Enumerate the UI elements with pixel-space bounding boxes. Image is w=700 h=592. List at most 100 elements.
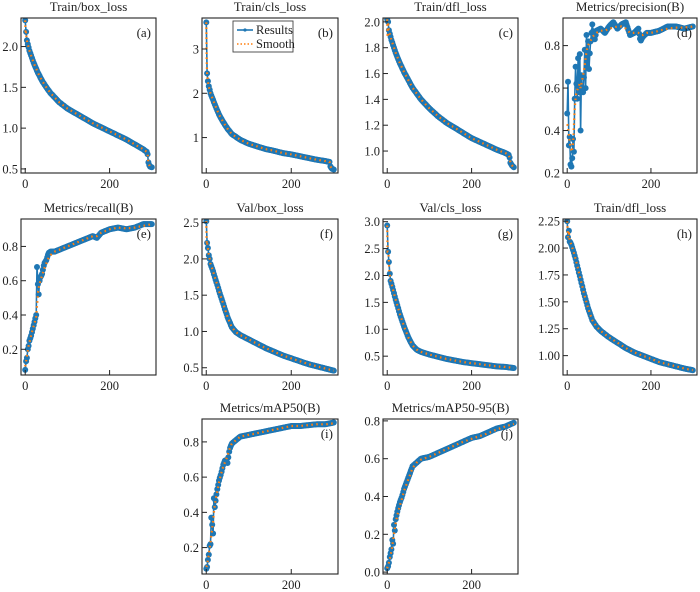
results-point [386,270,393,277]
results-point [204,78,211,85]
results-point [506,154,513,161]
plot-area [203,219,337,374]
panel-label: (b) [318,25,333,40]
results-point [586,66,592,72]
plot-area [564,219,696,374]
results-point [564,110,571,117]
smooth-line [24,223,153,367]
panel-title: Train/box_loss [50,0,128,14]
y-tick-label: 2.5 [183,216,199,230]
y-tick-label: 0.6 [2,274,18,288]
results-point [209,521,216,528]
results-line [566,20,693,167]
y-tick-label: 3.0 [364,215,380,229]
axes-frame [201,218,339,376]
results-point [385,259,392,265]
results-point [207,541,214,548]
x-tick-label: 200 [282,177,301,191]
results-point [582,85,589,92]
results-point [204,556,211,563]
x-tick-label: 200 [100,379,119,393]
y-tick-label: 3 [193,43,199,57]
results-point [34,264,40,270]
smooth-line [205,422,334,568]
results-point [204,239,211,246]
results-point [576,51,583,58]
y-tick-label: 0.5 [2,162,18,176]
results-point [224,460,231,466]
y-tick-label: 1.4 [364,93,380,107]
y-tick-label: 0.0 [364,566,380,580]
panel-label: (e) [137,226,151,241]
results-point [689,23,696,30]
legend-results-label: Results [256,23,293,37]
x-tick-label: 0 [22,379,28,393]
y-tick-label: 0.4 [544,124,560,138]
y-tick-label: 1.8 [364,41,380,55]
x-tick-label: 200 [462,177,481,191]
y-tick-label: 2.00 [538,242,560,256]
axes-frame [20,17,157,174]
y-tick-label: 1.0 [183,325,199,339]
y-tick-label: 2 [193,87,199,101]
results-line [386,19,515,168]
results-point [35,291,42,298]
plot-area [22,221,155,373]
y-tick-label: 0.8 [544,39,560,53]
results-point [205,551,212,558]
results-point [510,419,517,426]
x-tick-label: 0 [22,177,28,191]
y-tick-label: 1.5 [364,296,380,310]
results-point [589,21,596,28]
plot-area [564,19,696,170]
axes-frame [562,17,698,174]
axes-frame [382,17,519,174]
y-tick-label: 0.4 [183,506,199,520]
results-point [23,354,30,361]
panel-label: (h) [677,226,692,241]
smooth-line [386,19,515,168]
y-tick-label: 1.6 [364,67,380,81]
y-tick-label: 2.0 [2,40,18,54]
x-tick-label: 0 [384,379,390,393]
results-point [569,155,576,162]
results-point [583,32,590,38]
smooth-line [386,422,515,569]
panel-title: Train/dfl_loss [414,0,486,14]
panel-e: Metrics/recall(B) 0 200 0.2 0.4 0.6 0.8 (e) [2,200,157,393]
results-line [205,421,334,570]
smooth-line [566,25,693,156]
panel-title: Train/cls_loss [234,0,306,14]
y-tick-label: 1.50 [538,295,560,309]
x-tick-label: 0 [384,578,390,592]
y-tick-label: 0.2 [183,541,199,555]
y-tick-label: 0.2 [364,528,380,542]
y-tick-label: 0.4 [2,309,18,323]
results-point [330,166,337,173]
x-tick-label: 200 [100,177,119,191]
x-tick-label: 0 [564,177,570,191]
legend-box [232,20,294,53]
x-tick-label: 200 [462,379,481,393]
y-tick-label: 1.25 [538,322,560,336]
results-point [577,127,584,134]
axes-frame [201,17,339,174]
y-tick-label: 1.5 [183,289,199,303]
results-point [635,25,642,32]
results-point [391,527,398,534]
x-tick-label: 200 [462,578,481,592]
plot-area [384,222,517,371]
panel-f: Val/box_loss 0 200 0.5 1.0 1.5 2.0 2.5 (f) [183,200,339,393]
plot-area [384,18,517,171]
y-tick-label: 0.6 [544,82,560,96]
legend-smooth-label: Smooth [256,37,296,51]
y-tick-label: 0.8 [183,435,199,449]
panel-label: (a) [137,25,151,40]
results-line [24,223,152,370]
x-tick-label: 0 [203,578,209,592]
y-tick-label: 0.2 [2,343,18,357]
results-line [386,225,514,369]
x-tick-label: 0 [203,177,209,191]
panel-j: Metrics/mAP50-95(B) 0 200 0.0 0.2 0.4 0.6 0.8 (j… [364,400,519,592]
